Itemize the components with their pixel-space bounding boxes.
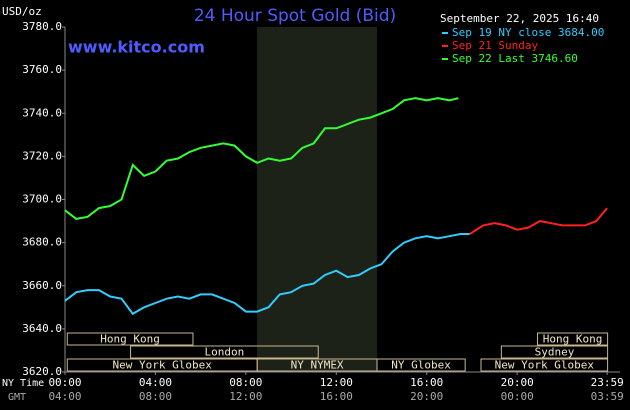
gmt-tick-label: 04:00 [48,390,81,403]
x-label-gmt: GMT [8,392,26,403]
gmt-tick-label: 12:00 [229,390,262,403]
price-line [469,207,608,235]
gmt-tick-label: 03:59 [591,390,624,403]
session-bar [537,332,609,346]
legend-label: Sep 19 NY close 3684.00 [452,26,604,39]
y-label: USD/oz [2,5,42,18]
chart-title: 24 Hour Spot Gold (Bid) [194,6,396,26]
y-tick-label: 3700.0 [22,193,62,206]
timestamp: September 22, 2025 16:40 [440,12,599,25]
y-tick-label: 3760.0 [22,63,62,76]
session-label: New York Globex [113,359,213,372]
legend-label: Sep 21 Sunday [452,39,538,52]
price-line [64,233,470,316]
x-tick-label: 00:00 [48,376,81,389]
session-label: NY Globex [391,359,451,372]
gmt-tick-label: 16:00 [320,390,353,403]
session-label: Hong Kong [543,333,603,346]
session-bar [66,332,194,346]
session-bar [500,345,609,359]
session-bar [376,358,466,372]
session-label: Hong Kong [100,333,160,346]
session-label: London [205,346,245,359]
gmt-tick-label: 08:00 [139,390,172,403]
y-tick-label: 3780.0 [22,20,62,33]
x-label-ny: NY Time [2,378,44,389]
x-tick-label: 12:00 [320,376,353,389]
session-bar [480,358,609,372]
y-tick-label: 3640.0 [22,322,62,335]
y-tick-label: 3680.0 [22,236,62,249]
nymex-shade [257,27,377,372]
x-tick-label: 23:59 [591,376,624,389]
y-tick-label: 3660.0 [22,279,62,292]
gmt-tick-label: 00:00 [501,390,534,403]
session-label: New York Globex [495,359,595,372]
y-tick-label: 3720.0 [22,149,62,162]
session-bar [130,345,319,359]
x-tick-label: 04:00 [139,376,172,389]
x-tick-label: 20:00 [501,376,534,389]
price-line [64,97,459,220]
y-tick-label: 3620.0 [22,365,62,378]
session-label: Sydney [535,346,575,359]
session-label: NY NYMEX [291,359,344,372]
gmt-tick-label: 20:00 [410,390,443,403]
legend-label: Sep 22 Last 3746.60 [452,52,578,65]
y-tick-label: 3740.0 [22,106,62,119]
source: www.kitco.com [68,38,205,57]
x-tick-label: 08:00 [229,376,262,389]
x-tick-label: 16:00 [410,376,443,389]
